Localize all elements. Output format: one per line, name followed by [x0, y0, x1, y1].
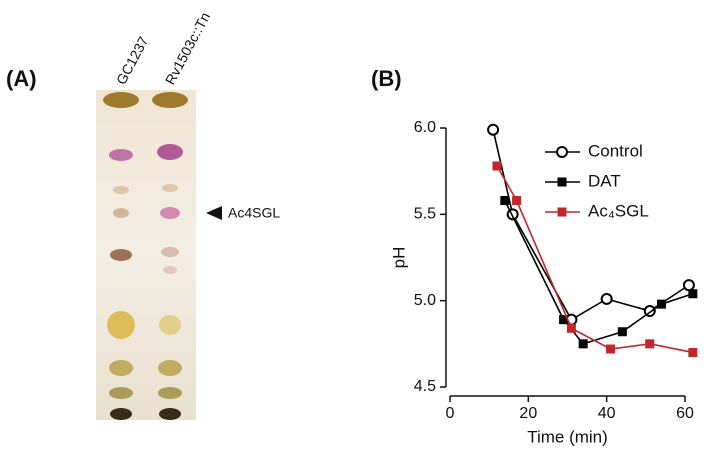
point [500, 196, 510, 206]
y-tick-label: 5.5 [414, 206, 436, 223]
point [566, 323, 576, 333]
point [657, 299, 666, 309]
point [578, 339, 588, 349]
x-tick-label: 40 [598, 405, 616, 422]
y-tick-label: 4.5 [414, 378, 436, 395]
series-line [492, 129, 690, 321]
point [512, 196, 522, 206]
tlc-plate [96, 90, 196, 420]
point [487, 123, 500, 136]
point [645, 339, 655, 349]
lane-label: GC1237 [113, 33, 152, 87]
point [559, 315, 569, 325]
x-axis-label: Time (min) [527, 427, 608, 446]
y-tick-label: 6.0 [414, 119, 436, 136]
point [600, 292, 613, 305]
panel-label: (A) [6, 66, 37, 91]
point [556, 146, 568, 158]
arrow [206, 206, 222, 220]
x-tick-label: 60 [676, 405, 694, 422]
point [557, 177, 567, 187]
point [617, 327, 627, 337]
lane-label: Rv1503c::Tn [162, 10, 213, 88]
line-chart: 4.5 5.0 5.5 6.0 0 20 40 60 Time (min) pH Control DA… [389, 119, 698, 446]
legend-label: Ac₄SGL [588, 201, 649, 220]
legend-label: DAT [588, 171, 621, 190]
point [682, 279, 695, 292]
x-tick-label: 20 [519, 405, 537, 422]
point [492, 161, 502, 171]
y-tick-label: 5.0 [414, 292, 436, 309]
point [688, 347, 698, 357]
series-line [496, 165, 693, 354]
point [688, 289, 698, 299]
y-axis-label: pH [389, 247, 408, 269]
point [557, 207, 567, 217]
annotation: Ac4SGL [228, 205, 280, 221]
panel-label: (B) [371, 66, 402, 91]
legend-label: Control [588, 141, 643, 160]
point [606, 344, 616, 354]
series-line [504, 200, 694, 345]
x-tick-label: 0 [446, 405, 455, 422]
